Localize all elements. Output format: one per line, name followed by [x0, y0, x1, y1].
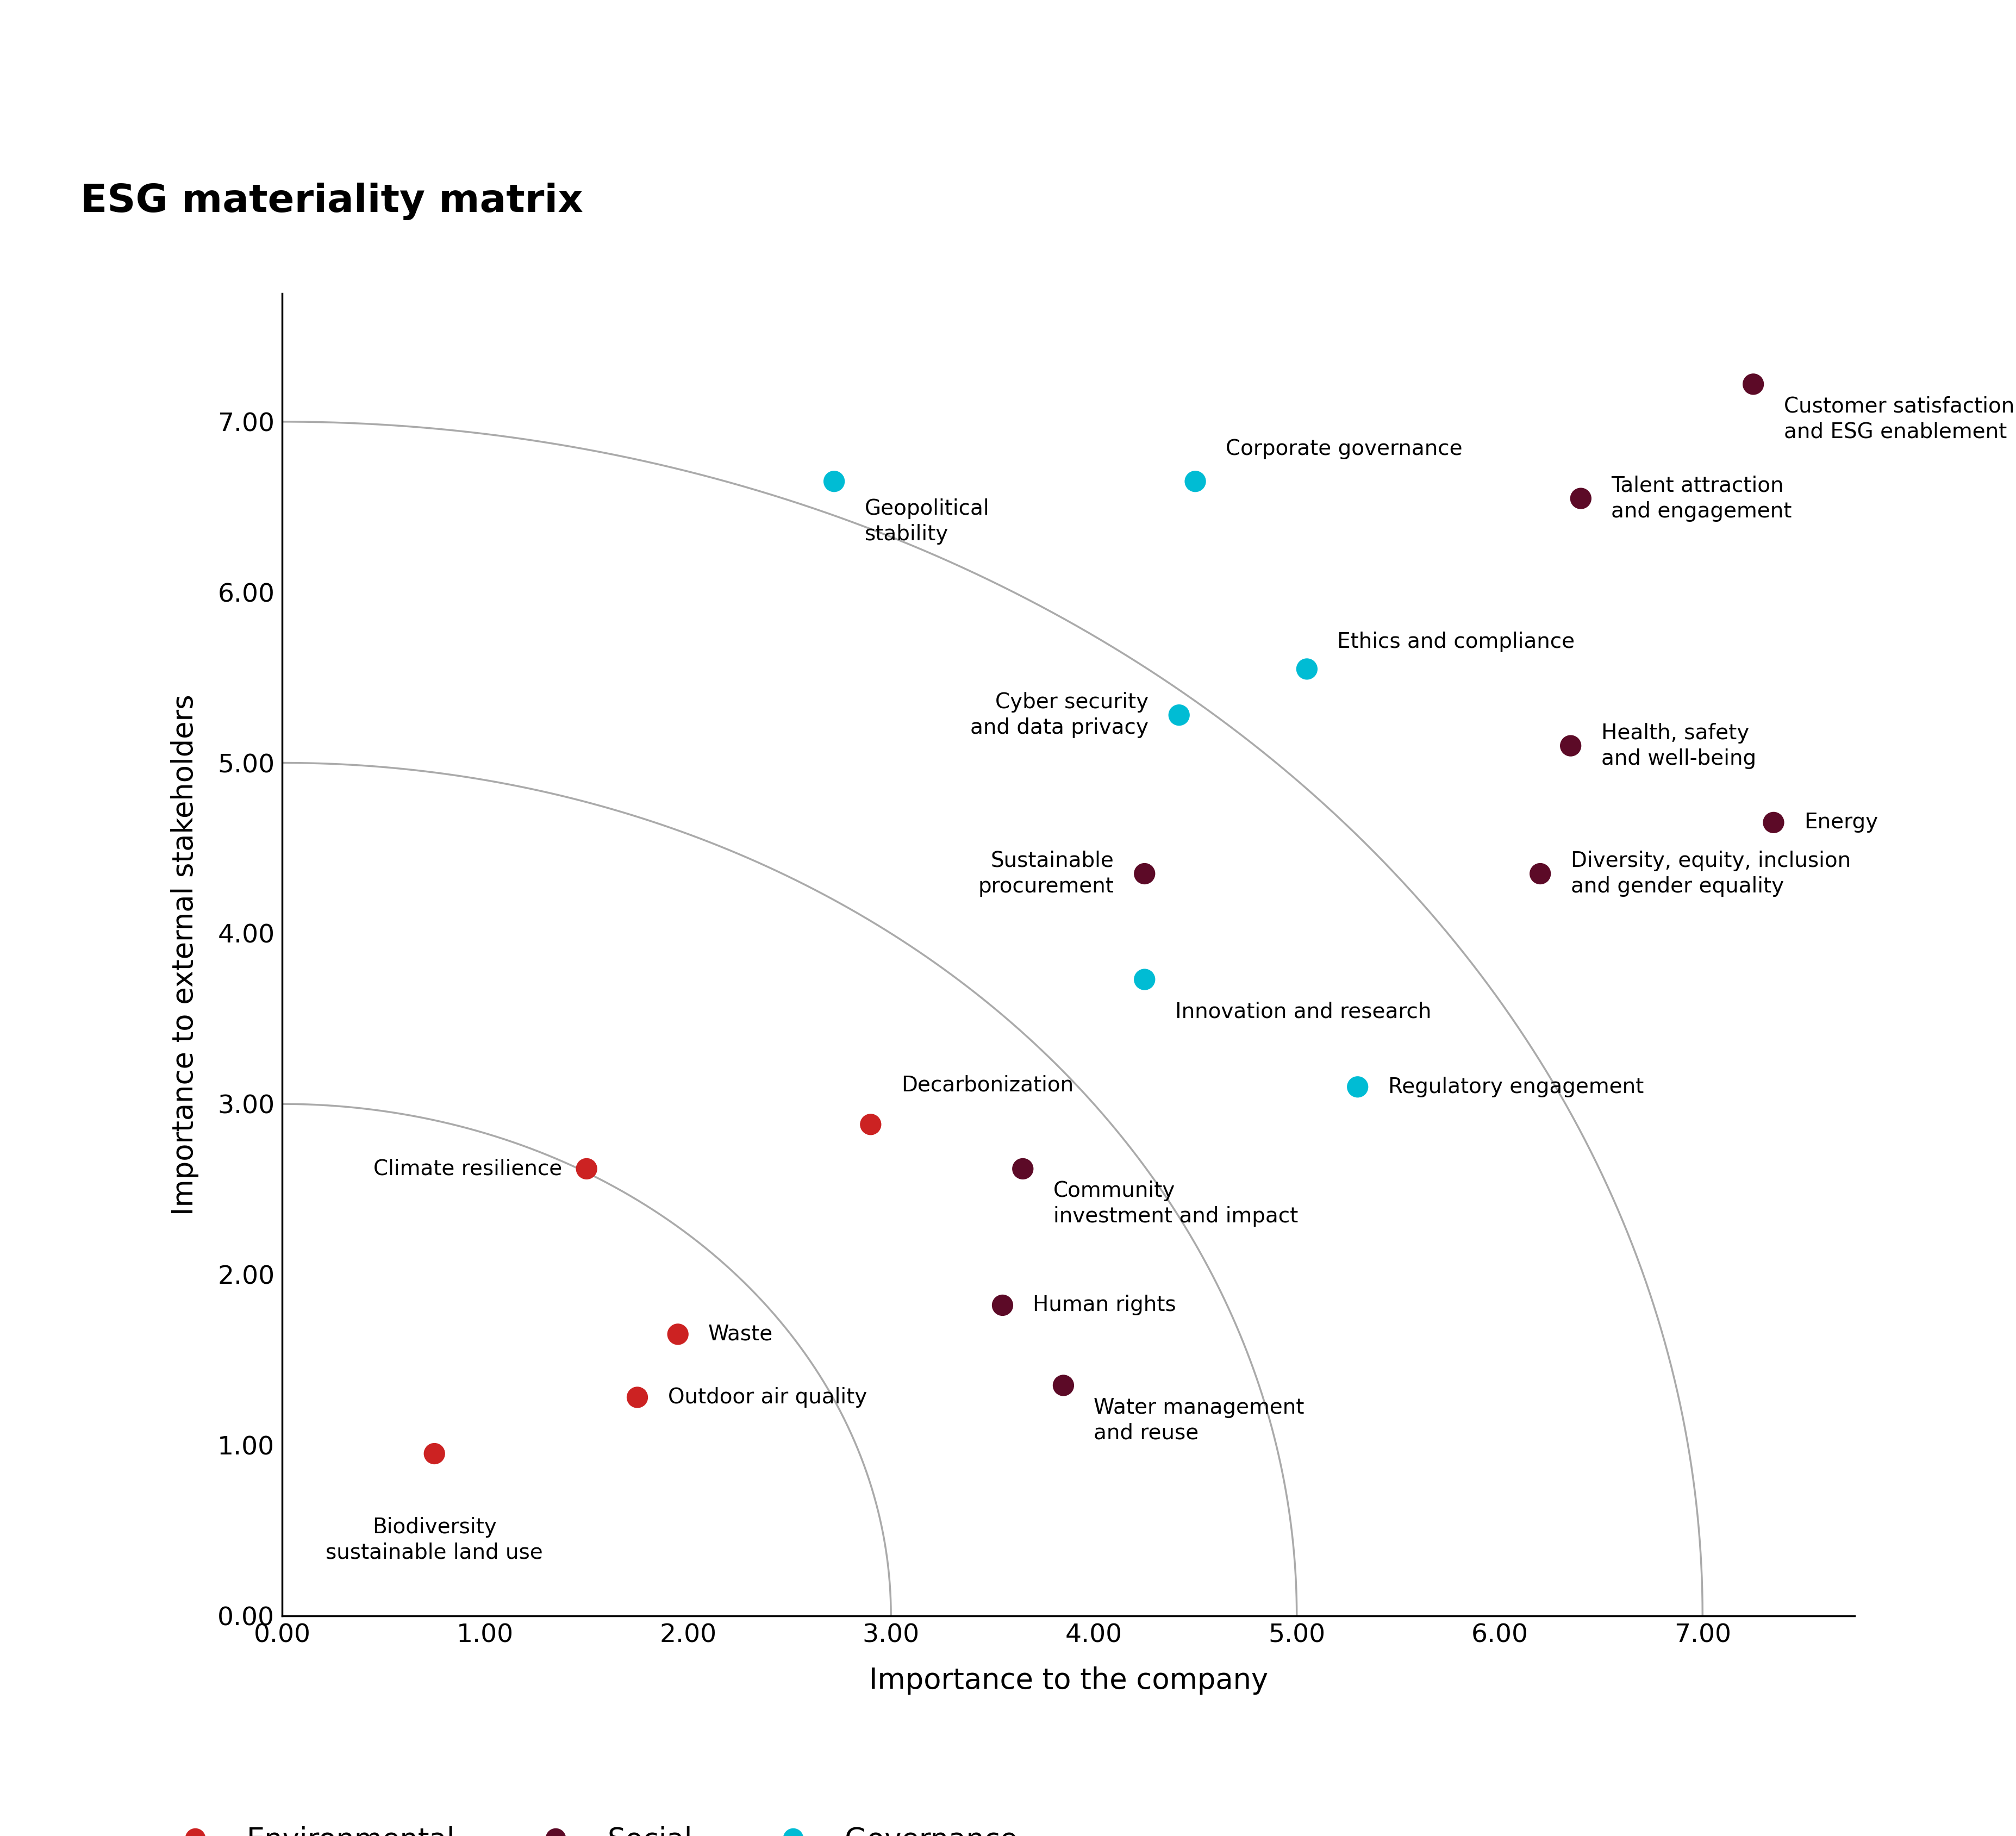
Point	[1129, 964, 1161, 993]
Point	[1179, 466, 1212, 496]
Legend: Environmental, Social, Governance: Environmental, Social, Governance	[155, 1814, 1028, 1836]
Point	[571, 1155, 603, 1184]
Point	[855, 1109, 887, 1138]
Point	[818, 466, 851, 496]
Point	[621, 1383, 653, 1412]
Text: Innovation and research: Innovation and research	[1175, 1002, 1431, 1023]
Text: Health, safety
and well-being: Health, safety and well-being	[1601, 723, 1756, 769]
Text: Community
investment and impact: Community investment and impact	[1052, 1181, 1298, 1226]
Text: Cyber security
and data privacy: Cyber security and data privacy	[970, 692, 1149, 738]
Text: Regulatory engagement: Regulatory engagement	[1389, 1076, 1643, 1098]
Text: Diversity, equity, inclusion
and gender equality: Diversity, equity, inclusion and gender …	[1570, 850, 1851, 896]
Point	[1554, 731, 1587, 760]
Point	[1129, 859, 1161, 889]
Text: Sustainable
procurement: Sustainable procurement	[978, 850, 1115, 896]
Point	[1524, 859, 1556, 889]
Point	[1163, 700, 1195, 729]
Point	[1006, 1155, 1038, 1184]
Text: Biodiversity
sustainable land use: Biodiversity sustainable land use	[327, 1517, 542, 1562]
Text: ESG materiality matrix: ESG materiality matrix	[81, 184, 583, 220]
Point	[1758, 808, 1790, 837]
Text: Climate resilience: Climate resilience	[373, 1159, 562, 1179]
Text: Human rights: Human rights	[1032, 1294, 1175, 1316]
Text: Geopolitical
stability: Geopolitical stability	[865, 498, 990, 545]
Text: Ethics and compliance: Ethics and compliance	[1337, 632, 1574, 652]
Point	[1290, 654, 1322, 683]
Point	[417, 1439, 450, 1469]
Point	[1738, 369, 1770, 398]
Text: Waste: Waste	[708, 1324, 774, 1344]
Text: Energy: Energy	[1804, 812, 1879, 834]
Y-axis label: Importance to external stakeholders: Importance to external stakeholders	[171, 694, 200, 1215]
Point	[1341, 1072, 1373, 1102]
Point	[1046, 1371, 1079, 1401]
Text: Corporate governance: Corporate governance	[1226, 439, 1462, 459]
Point	[661, 1320, 694, 1349]
Text: Water management
and reuse: Water management and reuse	[1095, 1397, 1304, 1443]
Point	[986, 1291, 1018, 1320]
Text: Talent attraction
and engagement: Talent attraction and engagement	[1611, 476, 1792, 521]
Text: Customer satisfaction
and ESG enablement: Customer satisfaction and ESG enablement	[1784, 397, 2014, 442]
X-axis label: Importance to the company: Importance to the company	[869, 1667, 1268, 1695]
Text: Decarbonization: Decarbonization	[901, 1074, 1073, 1096]
Point	[1564, 483, 1597, 512]
Text: Outdoor air quality: Outdoor air quality	[667, 1386, 867, 1408]
